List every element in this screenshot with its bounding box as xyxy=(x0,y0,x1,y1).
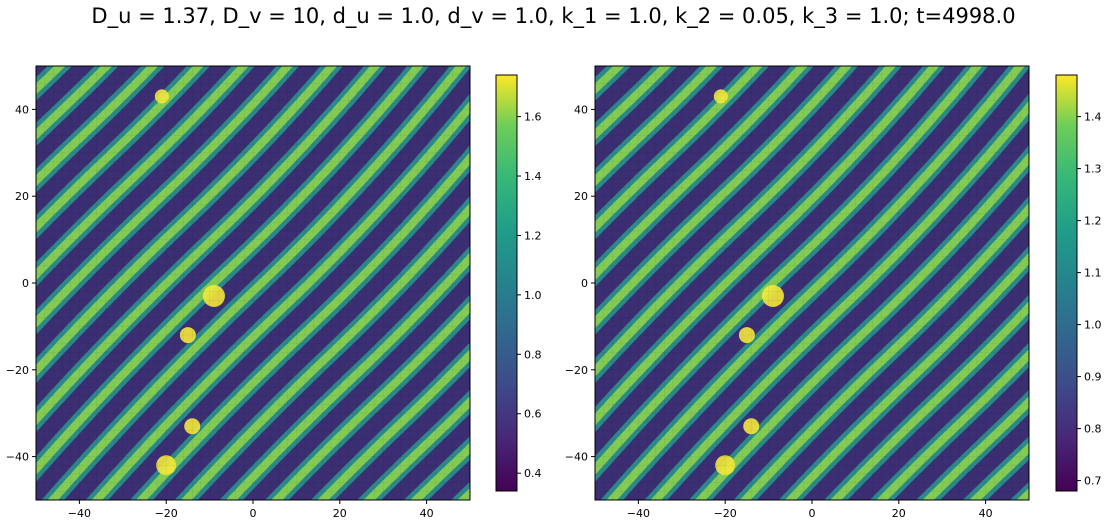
figure-title: D_u = 1.37, D_v = 10, d_u = 1.0, d_v = 1… xyxy=(91,4,1016,28)
colorbar-tick-label: 0.7 xyxy=(1084,475,1102,488)
stripe-crest xyxy=(595,66,1029,500)
colorbar-tick-label: 0.6 xyxy=(524,408,542,421)
x-tick-label: −40 xyxy=(627,507,650,520)
bright-spot xyxy=(202,285,225,308)
stripe-crest xyxy=(625,66,1029,500)
stripe-crest xyxy=(595,66,925,444)
x-tick-label: 40 xyxy=(420,507,434,520)
stripe-crest xyxy=(36,66,464,500)
x-tick-label: 0 xyxy=(250,507,257,520)
stripe-crest xyxy=(699,123,1029,500)
bright-spot xyxy=(179,327,196,344)
stripe-crest xyxy=(595,66,876,399)
stripe-crest xyxy=(724,145,1029,500)
stripe-crest xyxy=(36,66,415,488)
stripe-crest xyxy=(595,66,1023,500)
y-tick-label: 20 xyxy=(15,190,29,203)
stripe-crest xyxy=(36,66,317,399)
stripe-crest xyxy=(165,145,470,500)
stripe-crest xyxy=(595,66,901,422)
stripe-crest xyxy=(140,123,470,500)
bright-spot xyxy=(713,89,728,104)
y-tick-label: 20 xyxy=(574,190,588,203)
stripe-crest xyxy=(36,66,470,500)
bright-spot xyxy=(738,327,755,344)
x-tick-label: 20 xyxy=(333,507,347,520)
stripe-crest xyxy=(595,66,1029,500)
stripe-crest xyxy=(36,66,470,500)
x-tick-label: 40 xyxy=(979,507,993,520)
colorbar xyxy=(495,74,518,492)
stripe-group xyxy=(36,66,470,500)
heatmap-field xyxy=(36,66,470,500)
x-tick-label: −20 xyxy=(155,507,178,520)
stripe-crest xyxy=(116,100,470,500)
stripe-crest xyxy=(66,66,470,500)
y-tick-label: 0 xyxy=(22,277,29,290)
colorbar-tick-label: 1.1 xyxy=(1084,267,1102,280)
colorbar-tick-label: 1.4 xyxy=(1084,111,1102,124)
y-tick-label: −20 xyxy=(6,364,29,377)
stripe-group xyxy=(595,66,1029,500)
stripe-crest xyxy=(36,66,470,500)
stripe-crest xyxy=(650,78,1029,500)
x-tick-label: −20 xyxy=(714,507,737,520)
y-tick-label: 40 xyxy=(15,103,29,116)
stripe-crest xyxy=(595,66,999,500)
stripe-crest xyxy=(595,66,974,488)
colorbar-tick-label: 1.2 xyxy=(524,229,542,242)
x-tick-label: 20 xyxy=(892,507,906,520)
stripe-crest xyxy=(36,66,391,466)
y-tick-label: −40 xyxy=(6,451,29,464)
bright-spot xyxy=(156,455,177,476)
heatmap-panel-v: −40 −20 0 20 40 40 20 0 −20 −40 1.4 1.3 1.2 1.1 1.0 0.9… xyxy=(565,65,1102,520)
stripe-crest xyxy=(36,66,470,500)
stripe-crest xyxy=(595,66,1029,500)
stripe-crest xyxy=(595,66,1029,500)
stripe-crest xyxy=(36,66,366,444)
bright-spot xyxy=(154,89,169,104)
colorbar-tick-label: 1.3 xyxy=(1084,163,1102,176)
stripe-crest xyxy=(36,66,342,422)
heatmap-field xyxy=(595,66,1029,500)
colorbar-tick-label: 1.2 xyxy=(1084,215,1102,228)
stripe-crest xyxy=(601,66,1029,500)
colorbar-tick-label: 0.8 xyxy=(524,348,542,361)
bright-spot xyxy=(743,418,760,435)
colorbar-tick-label: 1.0 xyxy=(1084,319,1102,332)
x-tick-label: −40 xyxy=(68,507,91,520)
colorbar-tick-label: 0.9 xyxy=(1084,371,1102,384)
bright-spot xyxy=(715,455,736,476)
colorbar-tick-label: 1.6 xyxy=(524,111,542,124)
colorbar-tick-label: 1.4 xyxy=(524,170,542,183)
colorbar-tick-label: 0.8 xyxy=(1084,423,1102,436)
stripe-crest xyxy=(91,78,470,500)
colorbar-tick-label: 1.0 xyxy=(524,289,542,302)
y-tick-label: −20 xyxy=(565,364,588,377)
x-tick-label: 0 xyxy=(809,507,816,520)
stripe-crest xyxy=(36,66,440,500)
stripe-crest xyxy=(675,100,1029,500)
y-tick-label: −40 xyxy=(565,451,588,464)
colorbar-tick-label: 0.4 xyxy=(524,467,542,480)
stripe-crest xyxy=(595,66,950,466)
stripe-crest xyxy=(595,66,1029,500)
stripe-crest xyxy=(42,66,470,500)
bright-spot xyxy=(184,418,201,435)
heatmap-panel-u: −40 −20 0 20 40 40 20 0 −20 −40 1.6 1.4 1.2 1.0 0.8 0.6… xyxy=(6,65,542,520)
stripe-crest xyxy=(36,66,470,500)
colorbar xyxy=(1055,74,1078,492)
bright-spot xyxy=(761,285,784,308)
y-tick-label: 0 xyxy=(581,277,588,290)
y-tick-label: 40 xyxy=(574,103,588,116)
